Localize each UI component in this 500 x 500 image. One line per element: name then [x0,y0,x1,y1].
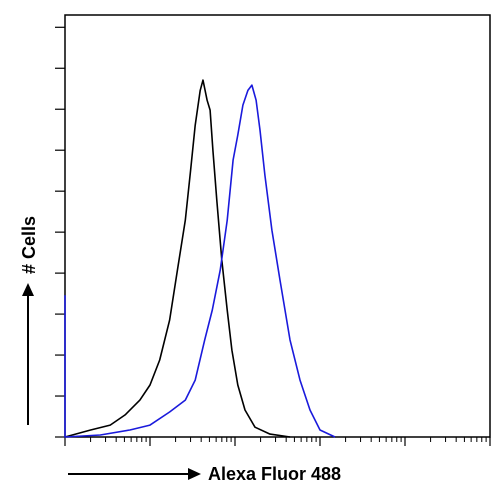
y-arrow-head [22,283,34,296]
histogram-line [64,84,336,438]
x-axis-label: Alexa Fluor 488 [208,464,341,484]
plot-frame [64,14,491,438]
y-axis-label: # Cells [19,216,39,274]
x-arrow-head [188,468,201,480]
histogram-line [64,79,291,438]
